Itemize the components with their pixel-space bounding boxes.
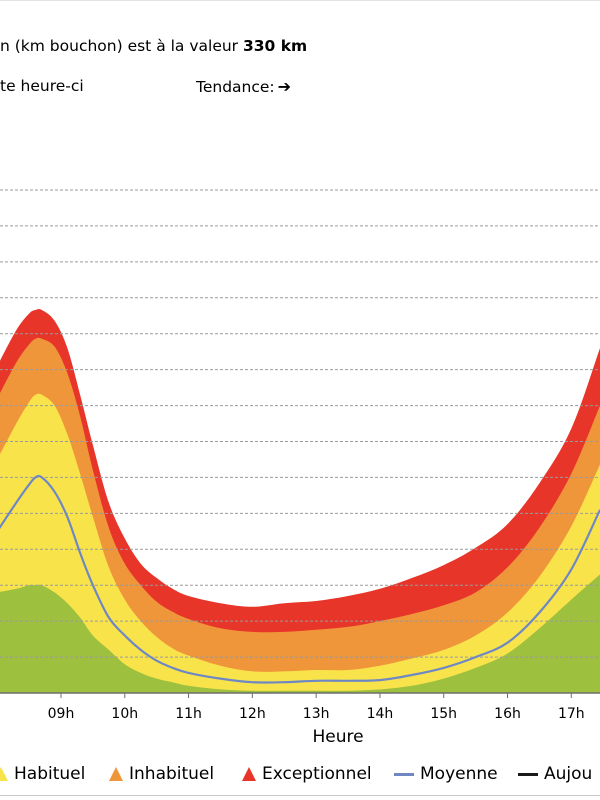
x-axis-label: Heure: [312, 727, 363, 747]
hour-info-line: te heure-ci: [0, 77, 84, 95]
x-tick-label: 09h: [48, 706, 75, 722]
traffic-info-text: n (km bouchon) est à la valeur: [0, 37, 243, 55]
chart-gridlines: [0, 189, 600, 658]
x-tick-label: 10h: [111, 706, 138, 722]
aujourdhui-line-icon: [518, 772, 538, 776]
legend-label: Exceptionnel: [262, 764, 372, 784]
chart-legend: Habituel Inhabituel Exceptionnel Moyenne…: [0, 764, 600, 790]
bottom-border: [0, 795, 600, 796]
inhabituel-area: [0, 337, 600, 693]
legend-item-habituel[interactable]: Habituel: [0, 764, 85, 784]
x-tick-label: 16h: [494, 706, 521, 722]
x-axis: 09h 10h 11h 12h 13h 14h 15h 16h 17h: [0, 692, 600, 722]
legend-label: Habituel: [14, 764, 86, 784]
top-border: [0, 0, 600, 1]
trend-indicator: Tendance: ➔: [196, 77, 291, 96]
x-tick-label: 14h: [367, 706, 394, 722]
legend-item-moyenne[interactable]: Moyenne: [394, 764, 498, 784]
x-tick-label: 11h: [175, 706, 202, 722]
base-area: [0, 574, 600, 693]
chart-areas: [0, 309, 600, 693]
traffic-info-line: n (km bouchon) est à la valeur 330 km: [0, 37, 307, 55]
inhabituel-marker-icon: [109, 767, 123, 781]
right-arrow-icon: ➔: [277, 77, 292, 96]
legend-label: Aujou: [544, 764, 593, 784]
moyenne-line-icon: [394, 772, 414, 776]
trend-label: Tendance:: [196, 78, 275, 96]
moyenne-line: [0, 474, 600, 684]
legend-item-inhabituel[interactable]: Inhabituel: [109, 764, 214, 784]
chart-lines: [0, 474, 600, 684]
legend-item-exceptionnel[interactable]: Exceptionnel: [242, 764, 372, 784]
legend-label: Inhabituel: [129, 764, 215, 784]
traffic-value: 330 km: [242, 37, 308, 55]
x-tick-label: 17h: [558, 706, 585, 722]
x-tick-label: 15h: [430, 706, 457, 722]
x-tick-label: 13h: [303, 706, 330, 722]
habituel-marker-icon: [0, 767, 8, 781]
legend-label: Moyenne: [420, 764, 498, 784]
exceptionnel-marker-icon: [242, 767, 256, 781]
x-tick-label: 12h: [239, 706, 266, 722]
legend-item-aujourdhui[interactable]: Aujou: [518, 764, 592, 784]
